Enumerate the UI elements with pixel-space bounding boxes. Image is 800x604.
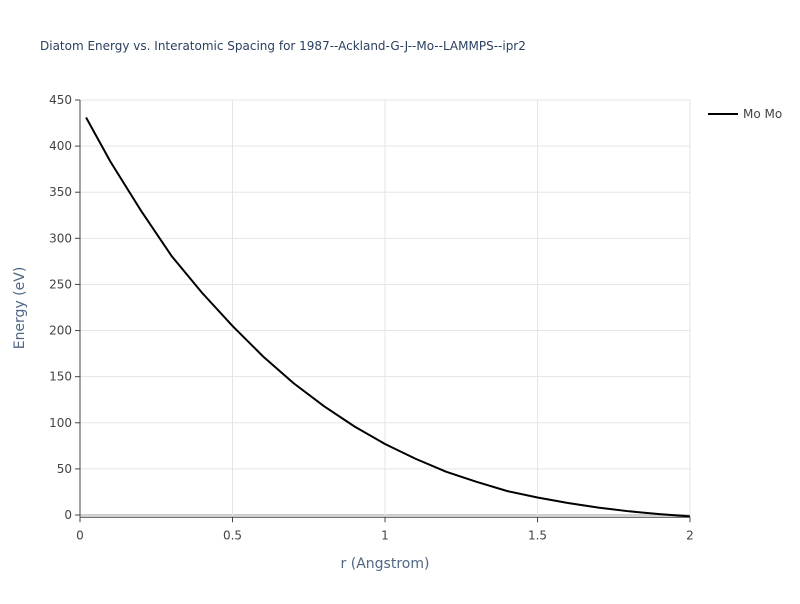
y-tick-label: 100 bbox=[49, 416, 72, 430]
y-tick-label: 300 bbox=[49, 231, 72, 245]
y-tick-label: 50 bbox=[57, 462, 72, 476]
data-line bbox=[85, 117, 691, 518]
x-tick-label: 1 bbox=[381, 528, 389, 542]
y-axis-label: Energy (eV) bbox=[12, 267, 28, 350]
chart-title: Diatom Energy vs. Interatomic Spacing fo… bbox=[40, 39, 526, 53]
y-tick-label: 450 bbox=[49, 93, 72, 107]
y-tick-label: 250 bbox=[49, 277, 72, 291]
y-tick-label: 0 bbox=[64, 508, 72, 522]
y-tick-label: 150 bbox=[49, 370, 72, 384]
y-tick-label: 400 bbox=[49, 139, 72, 153]
y-tick-label: 200 bbox=[49, 324, 72, 338]
x-tick-label: 0.5 bbox=[223, 528, 242, 542]
legend-label: Mo Mo bbox=[743, 107, 782, 121]
y-tick-label: 350 bbox=[49, 185, 72, 199]
x-axis-label: r (Angstrom) bbox=[341, 556, 430, 572]
x-tick-label: 1.5 bbox=[528, 528, 547, 542]
x-tick-label: 0 bbox=[76, 528, 84, 542]
x-tick-label: 2 bbox=[686, 528, 694, 542]
